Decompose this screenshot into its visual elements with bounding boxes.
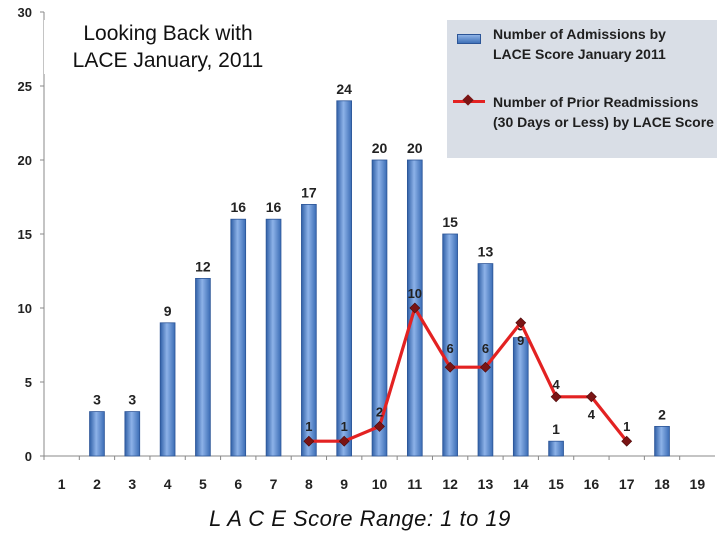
bar-data-label: 3: [128, 392, 136, 408]
chart-title-line-1: Looking Back with: [83, 22, 253, 45]
y-tick-label: 15: [18, 227, 32, 242]
line-data-label: 10: [408, 286, 422, 301]
bar-data-label: 13: [478, 244, 494, 260]
x-tick-label: 3: [128, 476, 136, 492]
legend-line-label-line-2: (30 Days or Less) by LACE Score: [493, 114, 714, 130]
line-point: [515, 317, 527, 329]
line-data-label: 6: [482, 341, 489, 356]
readmissions-line: [308, 306, 628, 443]
x-tick-label: 11: [407, 476, 422, 492]
line-data-label: 4: [588, 407, 596, 422]
legend-bar-label-line-1: Number of Admissions by: [493, 26, 666, 42]
bar-data-label: 20: [407, 140, 423, 156]
x-tick-label: 1: [58, 476, 66, 492]
y-tick-label: 5: [25, 375, 32, 390]
chart-title: Looking Back with LACE January, 2011: [44, 20, 292, 74]
legend-line-label-line-1: Number of Prior Readmissions: [493, 94, 699, 110]
legend: Number of Admissions by LACE Score Janua…: [447, 20, 717, 158]
bar-data-label: 16: [230, 199, 246, 215]
line-point: [374, 420, 385, 432]
line-point: [585, 391, 597, 403]
x-tick-label: 7: [270, 476, 278, 492]
bar-data-label: 12: [195, 258, 211, 274]
line-point: [621, 435, 633, 447]
y-tick-label: 20: [18, 153, 32, 168]
legend-line-marker: [462, 94, 474, 106]
bar: [301, 203, 317, 457]
x-tick-label: 10: [372, 476, 388, 492]
bar: [195, 277, 211, 457]
legend-bar-label-line-2: LACE Score January 2011: [493, 46, 666, 62]
bar: [265, 218, 282, 457]
x-tick-label: 5: [199, 476, 207, 492]
x-tick-label: 6: [234, 476, 242, 492]
y-tick-label: 25: [18, 79, 32, 94]
bar: [89, 411, 105, 457]
chart-title-line-2: LACE January, 2011: [72, 49, 264, 72]
x-tick-label: 17: [619, 476, 635, 492]
x-tick-label: 13: [478, 476, 494, 492]
bar: [124, 411, 141, 457]
bar-data-label: 16: [266, 199, 282, 215]
line-data-label: 1: [305, 419, 312, 434]
bar: [654, 425, 670, 457]
y-tick-label: 10: [18, 301, 32, 316]
line-point: [480, 361, 491, 373]
line-data-label: 1: [623, 419, 630, 434]
x-tick-label: 9: [340, 476, 348, 492]
bar-data-label: 20: [372, 140, 388, 156]
line-data-label: 6: [447, 341, 454, 356]
bar-data-label: 9: [164, 303, 172, 319]
x-tick-label: 4: [164, 476, 172, 492]
x-tick-label: 14: [513, 476, 529, 492]
bar: [159, 322, 176, 457]
line-data-label: 4: [552, 377, 560, 392]
bar: [371, 159, 388, 457]
bar-data-label: 24: [336, 81, 352, 97]
line-point: [303, 435, 315, 447]
x-tick-label: 18: [654, 476, 670, 492]
line-point: [338, 435, 350, 447]
y-tick-label: 30: [18, 5, 32, 20]
bar-data-label: 3: [93, 392, 101, 408]
y-tick-label: 0: [25, 449, 32, 464]
x-tick-label: 16: [584, 476, 600, 492]
line-data-label: 9: [517, 333, 524, 348]
bar: [230, 218, 247, 457]
x-tick-label: 15: [548, 476, 564, 492]
x-tick-label: 12: [442, 476, 458, 492]
x-tick-label: 8: [305, 476, 313, 492]
legend-line-label: Number of Prior Readmissions (30 Days or…: [493, 92, 714, 132]
line-data-label: 2: [376, 404, 383, 419]
bar-data-label: 17: [301, 184, 317, 200]
line-point: [409, 302, 421, 314]
line-point: [444, 361, 456, 373]
legend-bar-label: Number of Admissions by LACE Score Janua…: [493, 24, 666, 64]
bar: [442, 233, 458, 457]
bar-data-label: 1: [552, 421, 560, 437]
legend-bar-swatch: [457, 34, 481, 44]
x-axis-label: L A C E Score Range: 1 to 19: [209, 506, 511, 531]
bar-data-label: 15: [442, 214, 458, 230]
line-data-label: 1: [341, 419, 348, 434]
bar-data-label: 2: [658, 406, 666, 422]
line-point: [550, 391, 562, 403]
bar: [548, 440, 564, 457]
x-tick-label: 19: [690, 476, 706, 492]
bar: [512, 337, 529, 457]
bar: [336, 100, 353, 457]
x-tick-label: 2: [93, 476, 101, 492]
